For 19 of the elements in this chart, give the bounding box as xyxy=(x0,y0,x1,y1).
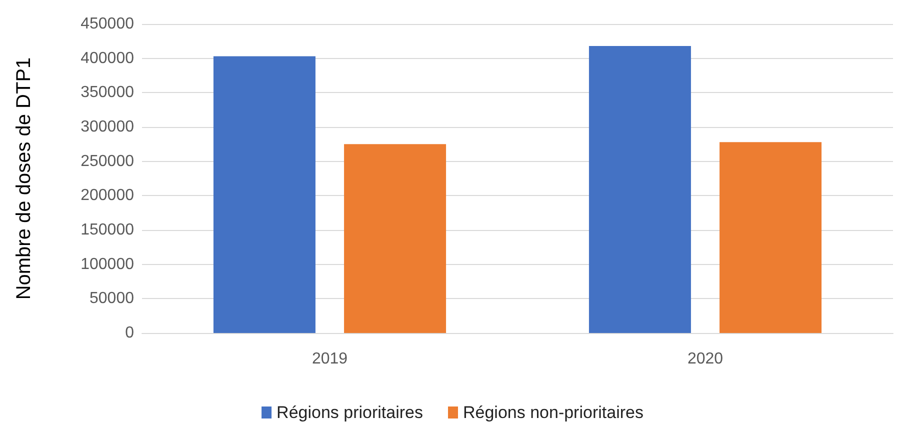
y-tick-label: 450000 xyxy=(80,16,134,32)
legend-label: Régions non-prioritaires xyxy=(462,403,644,422)
y-tick-label: 200000 xyxy=(80,187,134,204)
bar xyxy=(588,46,691,333)
y-tick-label: 400000 xyxy=(80,50,134,67)
legend-label: Régions prioritaires xyxy=(276,403,423,422)
x-tick-label: 2019 xyxy=(312,350,348,368)
x-tick-label: 2020 xyxy=(687,350,724,368)
y-tick-label: 300000 xyxy=(80,118,134,136)
y-tick-label: 100000 xyxy=(80,256,134,273)
bar xyxy=(720,142,822,333)
bar xyxy=(213,56,316,333)
y-tick-label: 250000 xyxy=(80,152,134,170)
y-tick-label: 50000 xyxy=(90,290,134,308)
y-axis-title: Nombre de doses de DTP1 xyxy=(13,57,35,300)
bar xyxy=(344,144,446,333)
y-tick-label: 150000 xyxy=(80,222,134,238)
y-tick-label: 0 xyxy=(125,324,134,342)
y-tick-label: 350000 xyxy=(80,84,134,102)
